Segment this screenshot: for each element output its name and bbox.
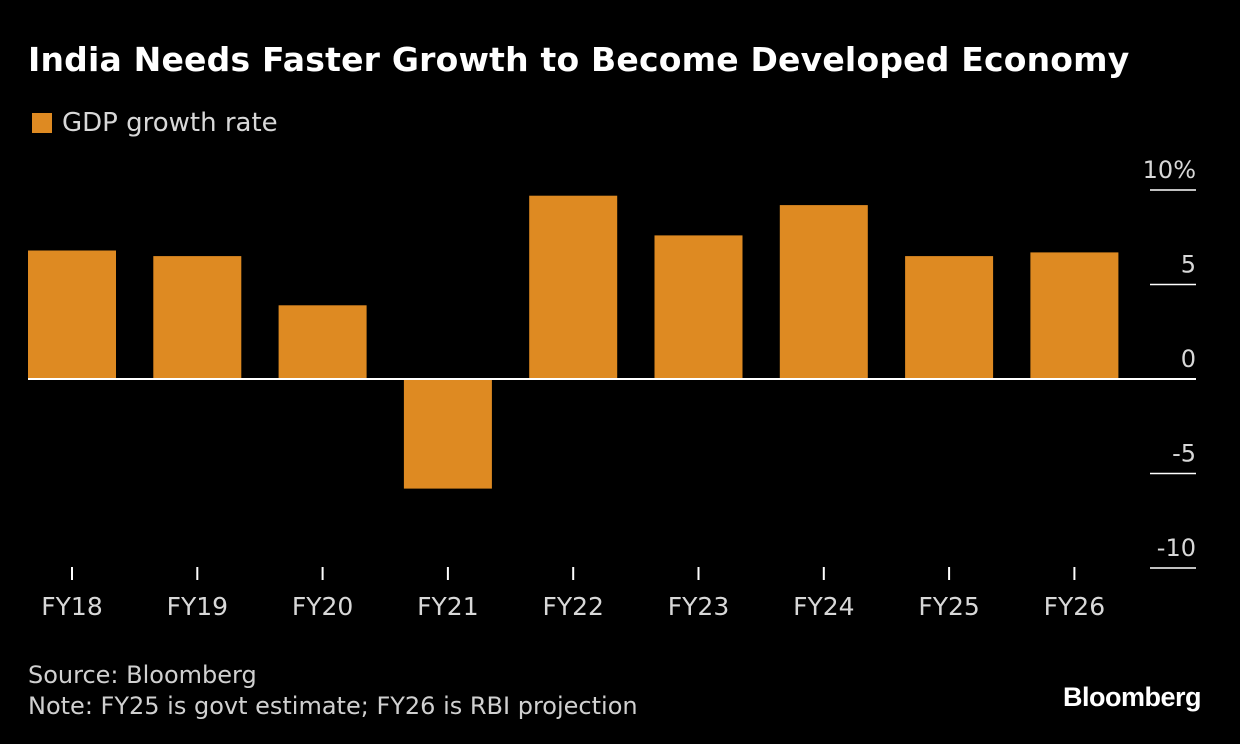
y-tick-label: -10	[1157, 534, 1196, 562]
bar-fy23	[654, 235, 743, 379]
x-tick-label: FY22	[542, 592, 603, 621]
chart-title: India Needs Faster Growth to Become Deve…	[28, 40, 1130, 79]
footer: Source: Bloomberg Note: FY25 is govt est…	[28, 660, 638, 722]
x-tick-label: FY23	[668, 592, 729, 621]
x-tick-label: FY18	[41, 592, 102, 621]
legend-swatch	[32, 113, 52, 133]
legend: GDP growth rate	[32, 108, 278, 138]
x-tick-label: FY25	[918, 592, 979, 621]
bar-fy21	[403, 379, 492, 489]
y-tick-label: 10%	[1143, 156, 1196, 184]
bar-fy20	[278, 305, 367, 379]
bar-fy24	[779, 205, 868, 379]
x-tick-label: FY21	[417, 592, 478, 621]
x-tick-label: FY19	[167, 592, 228, 621]
x-tick-label: FY24	[793, 592, 854, 621]
legend-label: GDP growth rate	[62, 108, 278, 138]
y-tick-label: 5	[1181, 251, 1196, 279]
x-tick-label: FY26	[1044, 592, 1105, 621]
bar-fy19	[153, 256, 242, 379]
bar-fy22	[529, 195, 618, 379]
bloomberg-logo: Bloomberg	[1062, 682, 1202, 712]
bar-fy26	[1030, 252, 1119, 379]
y-tick-label: -5	[1172, 440, 1196, 468]
y-tick-label: 0	[1181, 345, 1196, 373]
note-text: Note: FY25 is govt estimate; FY26 is RBI…	[28, 692, 638, 720]
x-tick-label: FY20	[292, 592, 353, 621]
source-text: Source: Bloomberg	[28, 661, 257, 689]
bar-fy18	[28, 250, 116, 379]
bar-fy25	[905, 256, 994, 379]
